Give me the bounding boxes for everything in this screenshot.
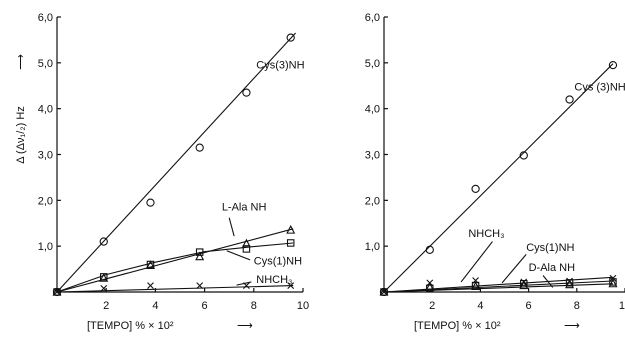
x-tick-label: 10 [619, 300, 625, 312]
x-tick-label: 6 [202, 300, 208, 312]
data-point [100, 284, 108, 292]
data-point [471, 184, 480, 194]
series-fit-line [56, 228, 294, 293]
x-tick-label: 2 [103, 300, 109, 312]
series-leader-line [542, 275, 554, 288]
y-tick-label: 4,0 [38, 104, 53, 116]
series-0: Cys(3)NH [52, 32, 305, 297]
series-label: Cys (3)NH [574, 81, 625, 93]
data-point [608, 278, 618, 288]
series-0: Cys (3)NH [379, 60, 625, 297]
series-label: NHCH₃ [468, 228, 504, 240]
x-tick-label: 10 [297, 300, 309, 312]
x-tick-label: 6 [526, 300, 532, 312]
y-tick-label: 5,0 [38, 58, 53, 70]
data-point [242, 245, 251, 253]
y-tick-label: 4,0 [365, 104, 380, 116]
y-axis-arrow-icon: ⟶ [15, 54, 27, 70]
data-point [565, 279, 575, 289]
x-tick-label: 2 [429, 300, 435, 312]
data-point [425, 282, 435, 291]
series-fit-line [383, 283, 614, 293]
data-point [147, 282, 154, 289]
series-3: D-Ala NH [379, 262, 618, 296]
x-tick-label: 4 [152, 300, 158, 312]
data-point [53, 288, 61, 296]
data-point [146, 260, 155, 269]
y-tick-label: 3,0 [365, 150, 380, 162]
series-leader-line [460, 241, 493, 283]
series-1: L-Ala NH [52, 201, 296, 296]
series-label: L-Ala NH [222, 201, 267, 213]
data-point [145, 260, 155, 269]
data-point [286, 33, 295, 42]
data-point [196, 282, 204, 289]
left-panel: 2 4 6 8 10 1,0 2,0 3,0 4,0 5,0 6,0 [TEMPO] % × 10² ⟶… [15, 12, 309, 332]
data-point [195, 251, 205, 261]
x-tick-label: 4 [477, 300, 483, 312]
data-point [195, 248, 204, 256]
series-label: Cys(1)NH [254, 256, 302, 268]
series-label: Cys(3)NH [256, 59, 304, 71]
data-point [471, 281, 481, 291]
data-point [195, 143, 204, 152]
x-tick-label: 8 [251, 300, 257, 312]
right-panel: 2 4 6 8 10 1,0 2,0 3,0 4,0 5,0 6,0 [TEMPO] % × 10² ⟶… [365, 12, 625, 332]
series-leader-line [501, 254, 527, 284]
series-fit-line [56, 242, 294, 293]
series-fit-line [383, 63, 614, 293]
data-point [425, 245, 434, 254]
series-leader-line [228, 217, 235, 237]
data-point [242, 88, 251, 97]
data-point [287, 282, 295, 289]
series-fit-line [56, 32, 297, 293]
y-axis-label: Δ (Δν₁/₂) Hz [15, 106, 27, 164]
data-point [565, 95, 574, 104]
series-label: D-Ala NH [529, 262, 576, 274]
y-tick-label: 6,0 [365, 12, 380, 24]
series-leader-line [226, 250, 251, 261]
series-label: Cys(1)NH [526, 242, 574, 254]
series-leader-line [236, 281, 252, 286]
series-1: NHCH₃ [380, 228, 617, 296]
data-point [286, 239, 295, 247]
data-point [608, 60, 618, 70]
series-fit-line [383, 276, 614, 293]
series-2: Cys(1)NH [53, 239, 302, 296]
y-tick-label: 1,0 [365, 241, 380, 253]
x-axis-label: [TEMPO] % × 10² [414, 320, 501, 332]
y-tick-label: 2,0 [365, 195, 380, 207]
data-point [379, 286, 389, 296]
data-point [519, 151, 528, 160]
series-label: NHCH₃ [256, 274, 292, 286]
series-fit-line [56, 285, 294, 293]
series-2: Cys(1)NH [380, 242, 617, 296]
y-tick-label: 3,0 [38, 150, 53, 162]
y-tick-label: 1,0 [38, 241, 53, 253]
data-point [99, 237, 108, 246]
data-point [99, 273, 108, 281]
x-axis-arrow-icon: ⟶ [237, 320, 253, 332]
data-point [519, 280, 529, 290]
y-tick-label: 2,0 [38, 195, 53, 207]
data-point [146, 198, 155, 207]
data-point [99, 273, 109, 282]
data-point [426, 284, 434, 293]
y-tick-label: 6,0 [38, 12, 53, 24]
x-axis-label: [TEMPO] % × 10² [87, 320, 174, 332]
x-tick-label: 8 [574, 300, 580, 312]
series-3: NHCH₃ [53, 274, 295, 296]
x-axis-arrow-icon: ⟶ [564, 320, 580, 332]
y-tick-label: 5,0 [365, 58, 380, 70]
data-point [286, 224, 296, 234]
